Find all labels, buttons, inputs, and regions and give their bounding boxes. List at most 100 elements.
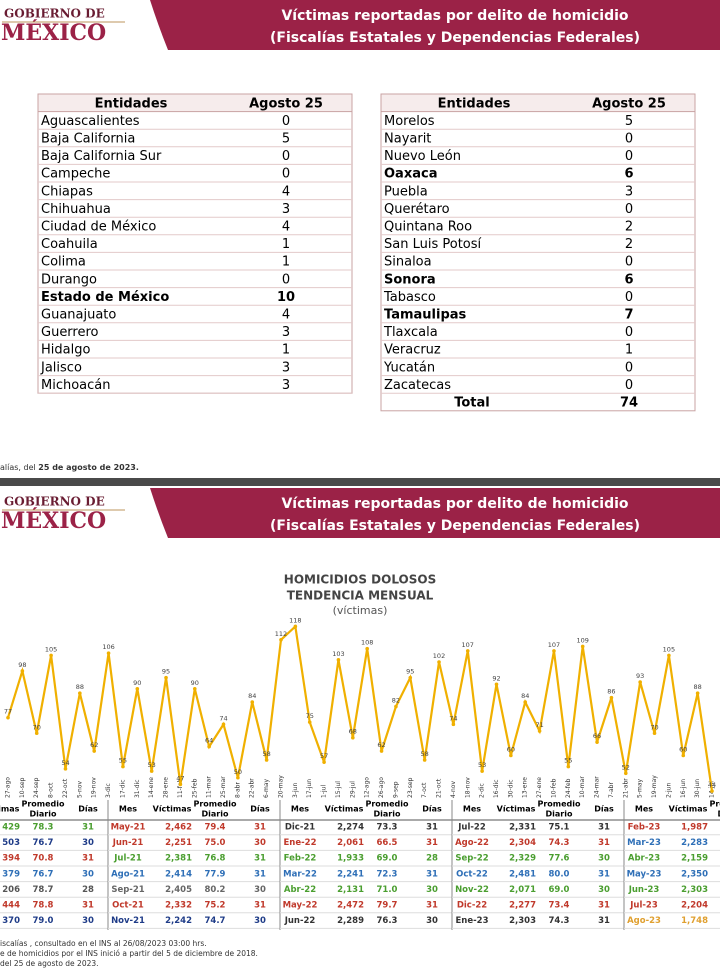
state-name: Tlaxcala [383, 325, 438, 340]
days: 31 [598, 823, 610, 833]
month: Nov-22 [455, 885, 489, 895]
data-label: 52 [622, 763, 630, 771]
data-point [192, 686, 197, 691]
state-name: Quintana Roo [384, 220, 472, 235]
data-label: 74 [219, 714, 227, 722]
column-header: Días [594, 805, 614, 814]
victims: 2,472 [337, 901, 364, 911]
state-value: 1 [625, 343, 633, 358]
state-name: Puebla [384, 184, 428, 199]
data-label: 57 [320, 752, 328, 760]
data-label: 98 [18, 661, 26, 669]
column-header: Mes [119, 805, 137, 814]
state-name: Aguascalientes [41, 114, 140, 129]
state-value: 0 [625, 325, 633, 340]
state-name: Zacatecas [384, 378, 451, 393]
days: 31 [254, 854, 266, 864]
footer-note: alías, del 25 de agosto de 2023. [0, 463, 139, 472]
data-point [293, 624, 298, 629]
month: Jul-22 [457, 823, 486, 833]
state-value: 5 [282, 132, 290, 147]
state-value: 0 [625, 255, 633, 270]
state-name: Guanajuato [41, 308, 116, 323]
x-tick-label: 29-jul [349, 781, 356, 798]
data-point [63, 767, 68, 771]
data-point [351, 735, 355, 740]
data-label: 58 [262, 750, 270, 758]
column-header: Promedio [537, 800, 581, 809]
daily-average: 76.7 [33, 838, 54, 848]
data-label: 68 [349, 728, 357, 736]
data-point [34, 731, 39, 736]
state-value: 0 [625, 149, 633, 164]
state-name: Oaxaca [384, 167, 437, 182]
state-value: 6 [624, 272, 633, 287]
month: Abr-23 [628, 854, 660, 864]
data-point [681, 753, 686, 758]
data-label: 64 [205, 737, 213, 745]
state-name: Yucatán [383, 360, 435, 375]
month: Oct-21 [112, 901, 144, 911]
x-tick-label: 9-sep [392, 781, 399, 798]
x-tick-label: 5-may [637, 778, 644, 798]
days: 30 [82, 869, 94, 879]
x-tick-label: 10-sep [19, 777, 26, 798]
daily-average: 79.4 [205, 823, 226, 833]
data-label: 50 [234, 768, 242, 776]
victims: 370 [2, 916, 20, 926]
total-label: Total [454, 396, 490, 411]
days: 30 [254, 838, 266, 848]
x-tick-label: 19-nov [91, 777, 98, 798]
data-label: 105 [45, 645, 57, 653]
victims: 503 [2, 838, 20, 848]
data-label: 108 [361, 639, 373, 647]
column-header: Promedio [709, 800, 720, 809]
data-point [264, 758, 269, 762]
data-label: 62 [377, 741, 385, 749]
state-value: 3 [282, 360, 290, 375]
x-tick-label: 1-jul [321, 785, 328, 798]
x-tick-label: 24-feb [565, 778, 572, 798]
data-point [537, 729, 542, 733]
data-point [509, 753, 513, 758]
chart-title: HOMICIDIOS DOLOSOS [284, 573, 436, 587]
data-point [178, 782, 183, 787]
data-label: 88 [76, 683, 84, 691]
total-value: 74 [620, 396, 638, 411]
month: Sep-22 [455, 854, 488, 864]
state-name: Nuevo León [384, 149, 461, 164]
state-name: Morelos [384, 114, 435, 129]
data-label: 53 [478, 761, 486, 769]
month: Ago-21 [111, 869, 145, 879]
state-name: Guerrero [41, 325, 99, 340]
column-header: Días [422, 805, 442, 814]
victims: 2,462 [165, 823, 192, 833]
days: 31 [598, 901, 610, 911]
victims: 2,277 [509, 901, 536, 911]
column-header: Promedio [21, 800, 65, 809]
days: 30 [82, 838, 94, 848]
column-header: Agosto 25 [592, 96, 666, 111]
slide-separator [0, 478, 720, 486]
state-value: 4 [282, 308, 290, 323]
x-tick-label: 13-ene [522, 777, 529, 798]
x-tick-label: 23-sep [407, 777, 414, 798]
x-tick-label: 31-dic [134, 779, 141, 798]
days: 31 [254, 823, 266, 833]
victims: 2,303 [681, 885, 708, 895]
column-header: Diario [202, 810, 229, 819]
state-value: 3 [282, 378, 290, 393]
data-label: 107 [548, 641, 560, 649]
column-header: Diario [30, 810, 57, 819]
x-tick-label: 7-oct [421, 782, 428, 798]
state-value: 6 [624, 167, 633, 182]
data-point [6, 715, 10, 720]
data-point [221, 722, 226, 727]
state-value: 0 [282, 272, 290, 287]
header-title: (Fiscalías Estatales y Dependencias Fede… [270, 518, 640, 534]
month: Feb-23 [628, 823, 661, 833]
victims: 2,071 [509, 885, 536, 895]
column-header: Diario [718, 810, 720, 819]
data-point [638, 680, 642, 684]
